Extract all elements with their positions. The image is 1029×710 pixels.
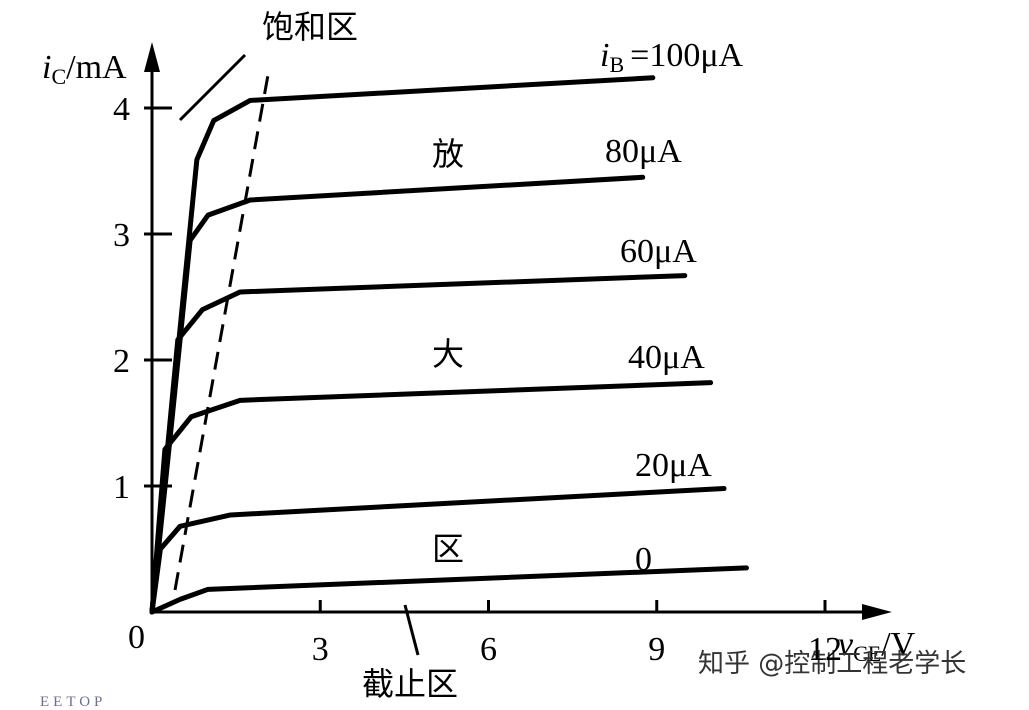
series-label: iB =100μA [600, 37, 744, 77]
label-name: 20μA [635, 447, 712, 484]
y-tick-label: 2 [113, 343, 130, 380]
series-label: 20μA [635, 447, 712, 484]
series-label: 60μA [620, 233, 697, 270]
y-axis-var: i [42, 49, 51, 86]
saturation-boundary [173, 74, 270, 591]
annotation: 大 [432, 335, 464, 373]
label-name: 60μA [620, 233, 697, 270]
pointer-line [403, 604, 420, 656]
label-eq: = [630, 37, 649, 74]
label-var: i [600, 37, 609, 74]
curve [149, 273, 688, 615]
label-name: 40μA [628, 339, 705, 376]
y-axis-label: iC/mA [42, 49, 127, 89]
annotation: 放 [432, 135, 464, 173]
annotation: 截止区 [362, 665, 458, 703]
curve [149, 75, 656, 615]
curve [149, 380, 714, 615]
y-tick-label: 1 [113, 469, 130, 506]
y-tick-label: 4 [113, 91, 130, 128]
x-tick-label: 12 [808, 631, 842, 668]
label-sub: B [609, 52, 624, 77]
curve [149, 486, 727, 615]
watermark: 知乎 @控制工程老学长 [698, 649, 966, 679]
x-tick-label: 9 [648, 631, 665, 668]
x-axis-var: v [838, 626, 854, 663]
series-label: 0 [635, 541, 652, 578]
annotation: 区 [432, 530, 464, 568]
y-axis-unit: /mA [66, 49, 127, 86]
x-axis-unit: /V [881, 626, 915, 663]
logo: EETOP [40, 694, 106, 710]
label-name: 100μA [649, 37, 743, 74]
label-name: 0 [635, 541, 652, 578]
x-axis-label: vCE/V [838, 626, 916, 666]
origin-label: 0 [128, 619, 145, 656]
annotation: 饱和区 [262, 8, 358, 46]
y-axis-arrow [144, 42, 160, 72]
series-label: 40μA [628, 339, 705, 376]
x-axis-arrow [862, 604, 892, 620]
curve [149, 565, 749, 615]
pointer-line [178, 53, 247, 122]
y-axis-sub: C [51, 64, 66, 89]
series-label: 80μA [605, 133, 682, 170]
y-tick-label: 3 [113, 217, 130, 254]
x-tick-label: 3 [312, 631, 329, 668]
x-axis-sub: CE [853, 641, 881, 666]
x-tick-label: 6 [480, 631, 497, 668]
label-name: 80μA [605, 133, 682, 170]
